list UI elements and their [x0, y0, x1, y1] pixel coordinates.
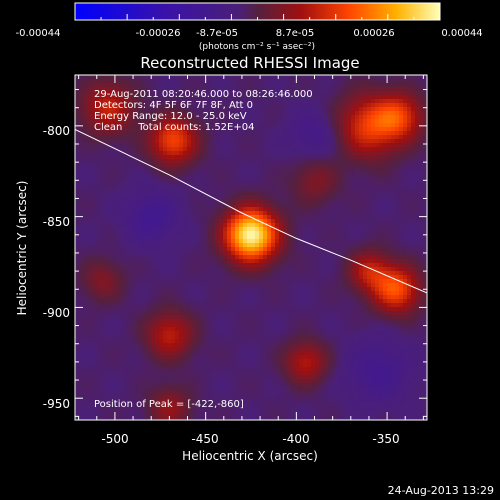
x-tick-label: -450	[191, 432, 218, 446]
colorbar-tick-label: 0.00044	[441, 28, 482, 39]
y-tick-label: -800	[43, 124, 70, 138]
y-axis-label: Heliocentric Y (arcsec)	[15, 181, 29, 316]
heatmap-cells	[75, 75, 427, 420]
x-tick-label: -500	[101, 432, 128, 446]
colorbar-units: (photons cm⁻² s⁻¹ asec⁻²)	[199, 42, 315, 52]
annotation-time: 29-Aug-2011 08:20:46.000 to 08:26:46.000	[94, 89, 313, 100]
colorbar-tick-label: -0.00026	[136, 28, 181, 39]
peak-position-label: Position of Peak = [-422,-860]	[94, 399, 244, 410]
annotation-clean: Clean Total counts: 1.52E+04	[94, 122, 254, 133]
y-tick-label: -900	[43, 306, 70, 320]
colorbar-tick-label: 0.00026	[353, 28, 394, 39]
annotation-detectors: Detectors: 4F 5F 6F 7F 8F, Att 0	[94, 100, 253, 111]
colorbar-ticks	[100, 14, 415, 20]
plot-frame	[74, 74, 428, 421]
footer-date: 24-Aug-2013 13:29	[388, 484, 494, 497]
colorbar-tick-label: -0.00044	[16, 28, 61, 39]
annotation-energy: Energy Range: 12.0 - 25.0 keV	[94, 111, 247, 122]
y-tick-label: -850	[43, 215, 70, 229]
solar-limb-line	[75, 129, 427, 294]
colorbar-tick-label: 8.7e-05	[276, 28, 314, 39]
axis-ticks	[75, 75, 427, 420]
chart-title: Reconstructed RHESSI Image	[140, 54, 359, 72]
colorbar-tick-label: -8.7e-05	[196, 28, 238, 39]
y-tick-label: -950	[43, 397, 70, 411]
x-tick-label: -400	[282, 432, 309, 446]
x-axis-label: Heliocentric X (arcsec)	[182, 449, 318, 463]
x-tick-label: -350	[372, 432, 399, 446]
